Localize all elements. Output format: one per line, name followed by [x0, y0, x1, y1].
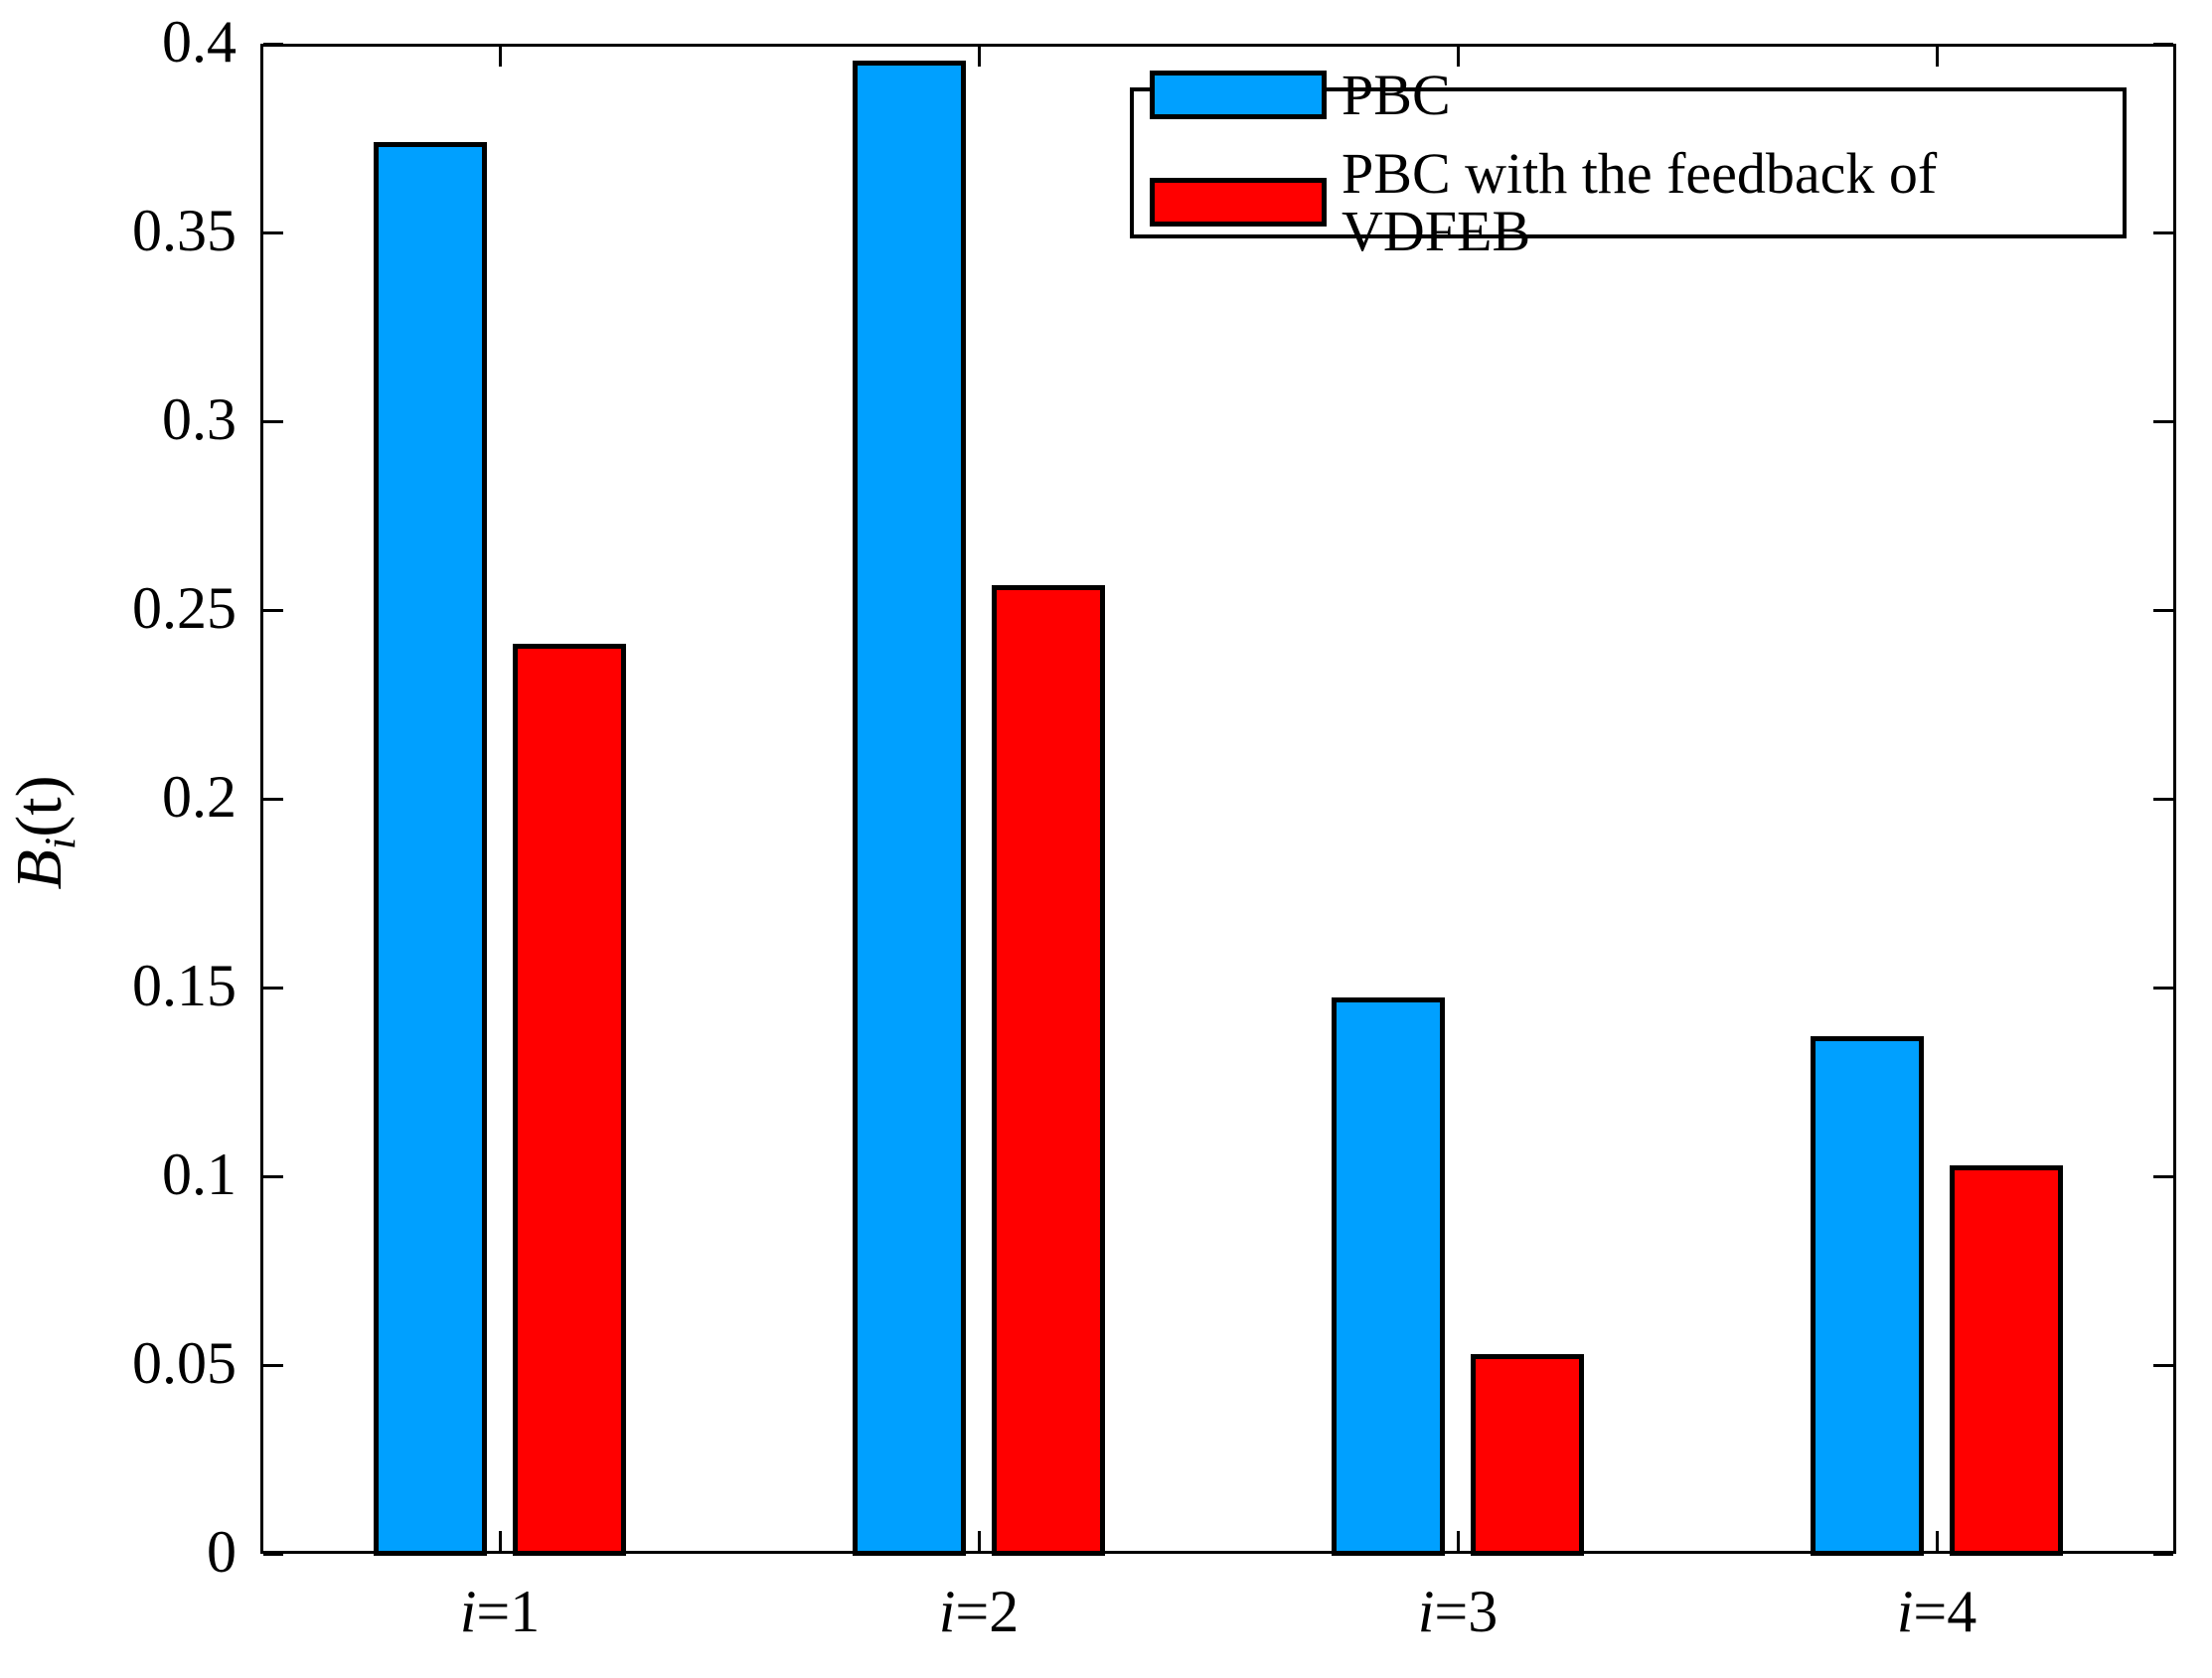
legend-item-pbc: PBC — [1150, 62, 2123, 127]
y-axis-label-subscript: i — [35, 837, 85, 850]
y-tick-left — [263, 230, 283, 234]
legend: PBC PBC with the feedback of VDFEB — [1130, 66, 2127, 259]
bar-pbc-vdfeb-i-1 — [513, 644, 626, 1556]
x-tick-bottom — [1935, 1531, 1939, 1551]
bar-pbc-i-4 — [1811, 1036, 1924, 1556]
y-tick-label: 0.1 — [162, 1142, 237, 1208]
y-tick-label: 0 — [207, 1519, 237, 1586]
bar-pbc-vdfeb-i-4 — [1950, 1164, 2063, 1556]
legend-swatch-pbc-vdfeb — [1150, 178, 1327, 227]
x-tick-label-i-4: i=4 — [1896, 1579, 1977, 1644]
y-tick-left — [263, 1174, 283, 1178]
x-tick-bottom — [498, 1531, 502, 1551]
x-tick-bottom — [977, 1531, 981, 1551]
y-tick-label: 0.35 — [132, 198, 237, 264]
bar-pbc-i-3 — [1332, 996, 1445, 1556]
y-tick-label: 0.2 — [162, 764, 237, 831]
y-tick-right — [2153, 1174, 2173, 1178]
y-tick-left — [263, 42, 283, 46]
x-tick-top — [1935, 47, 1939, 67]
y-tick-label: 0.15 — [132, 953, 237, 1019]
y-tick-left — [263, 1552, 283, 1556]
y-tick-right — [2153, 1363, 2173, 1367]
y-tick-left — [263, 419, 283, 423]
y-tick-label: 0.4 — [162, 9, 237, 76]
y-tick-right — [2153, 608, 2173, 612]
bar-pbc-i-2 — [853, 61, 966, 1556]
x-tick-label-i-3: i=3 — [1417, 1579, 1499, 1644]
y-tick-label: 0.05 — [132, 1330, 237, 1397]
bar-pbc-vdfeb-i-2 — [992, 585, 1105, 1556]
y-tick-left — [263, 986, 283, 990]
y-tick-label: 0.3 — [162, 386, 237, 453]
y-axis-label-base: B — [2, 849, 76, 890]
y-tick-right — [2153, 797, 2173, 801]
bar-pbc-vdfeb-i-3 — [1471, 1353, 1584, 1556]
y-tick-right — [2153, 230, 2173, 234]
y-tick-right — [2153, 419, 2173, 423]
legend-label-pbc-vdfeb: PBC with the feedback of VDFEB — [1342, 140, 1938, 263]
y-tick-left — [263, 797, 283, 801]
y-tick-label: 0.25 — [132, 575, 237, 642]
legend-swatch-pbc — [1150, 71, 1327, 119]
x-tick-label-i-2: i=2 — [938, 1579, 1020, 1644]
y-tick-right — [2153, 42, 2173, 46]
y-tick-left — [263, 608, 283, 612]
legend-item-pbc-vdfeb: PBC with the feedback of VDFEB — [1150, 140, 2123, 263]
x-tick-label-i-1: i=1 — [459, 1579, 541, 1644]
x-tick-top — [498, 47, 502, 67]
y-tick-right — [2153, 986, 2173, 990]
y-tick-left — [263, 1363, 283, 1367]
x-tick-top — [977, 47, 981, 67]
x-tick-bottom — [1456, 1531, 1460, 1551]
x-tick-top — [1456, 47, 1460, 67]
legend-label-pbc: PBC — [1342, 62, 1451, 127]
bar-pbc-i-1 — [374, 141, 487, 1556]
y-tick-right — [2153, 1552, 2173, 1556]
